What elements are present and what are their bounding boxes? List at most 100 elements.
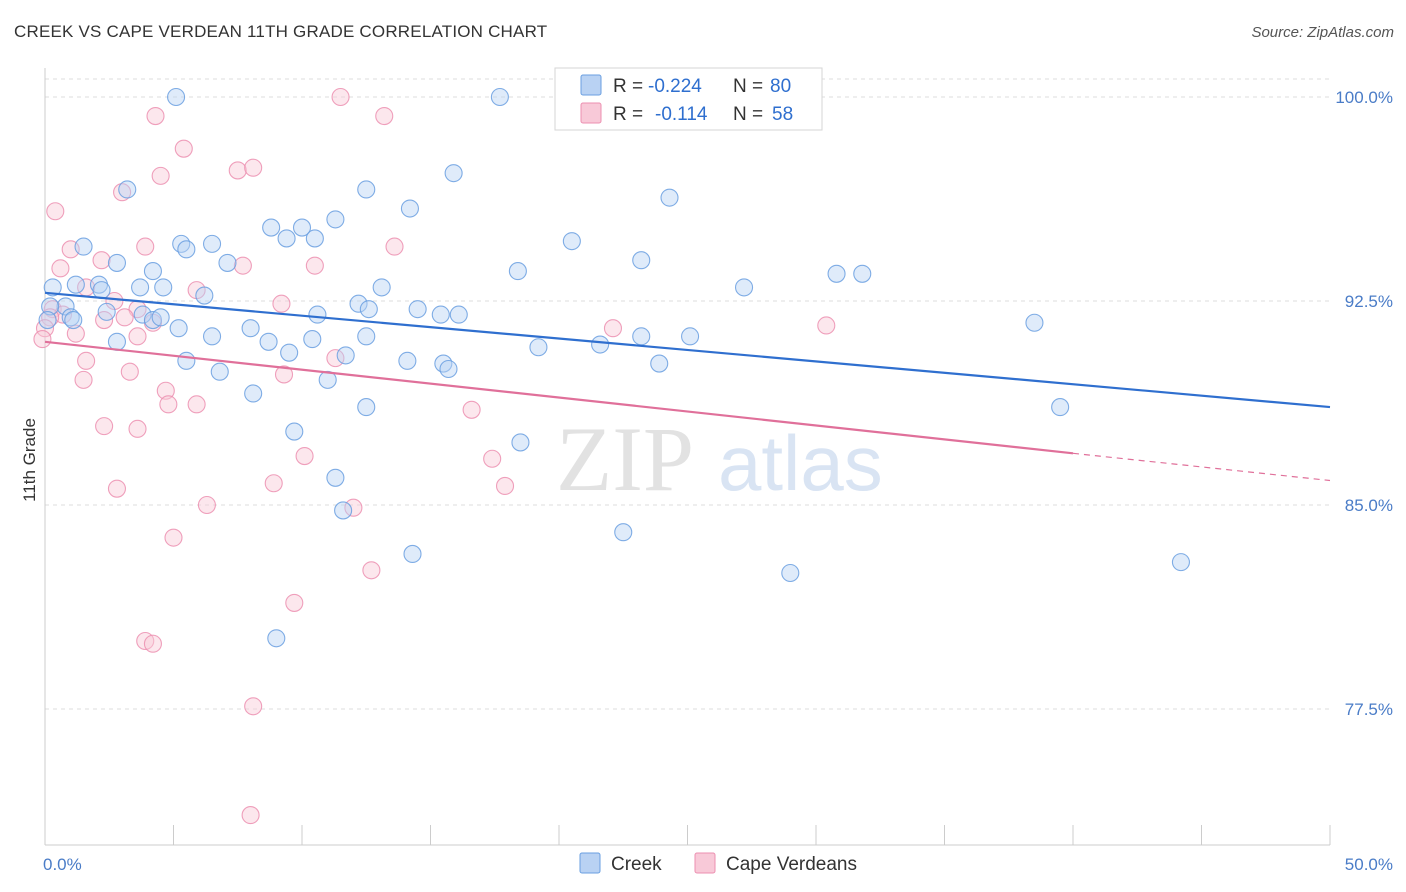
cape-verdeans-point-12 xyxy=(92,251,111,270)
creek-point-30 xyxy=(131,278,150,297)
cape-verdeans-point-0 xyxy=(331,87,350,107)
creek-point-25 xyxy=(43,278,62,297)
cape-verdeans-point-47 xyxy=(197,495,216,515)
creek-point-3 xyxy=(118,180,137,199)
creek-trend-line xyxy=(44,291,1331,409)
legend-r-value-cape-verdeans: -0.114 xyxy=(655,104,708,125)
creek-point-5 xyxy=(444,164,463,183)
cape-verdeans-point-4 xyxy=(151,166,170,185)
creek-point-45 xyxy=(97,302,116,321)
creek-points xyxy=(38,87,1190,648)
creek-point-38 xyxy=(431,305,450,324)
creek-point-48 xyxy=(151,308,170,327)
creek-point-37 xyxy=(408,300,427,319)
cape-verdeans-point-35 xyxy=(274,365,294,384)
cape-verdeans-point-42 xyxy=(295,446,314,466)
creek-point-35 xyxy=(359,300,378,319)
legend-r-label-cape-verdeans: R = xyxy=(613,104,643,125)
cape-verdeans-point-25 xyxy=(41,308,60,327)
cape-verdeans-point-14 xyxy=(305,256,324,275)
y-tick-label-3: 100.0% xyxy=(1335,88,1393,107)
creek-point-76 xyxy=(334,501,353,520)
x-tick-label-0: 0.0% xyxy=(43,855,82,874)
legend-n-value-creek: 80 xyxy=(770,76,791,97)
cape-verdeans-point-30 xyxy=(603,319,623,338)
creek-point-66 xyxy=(529,338,548,357)
creek-point-46 xyxy=(133,305,152,324)
cape-verdeans-point-51 xyxy=(285,593,304,612)
cape-verdeans-point-28 xyxy=(66,324,85,343)
chart-title: CREEK VS CAPE VERDEAN 11TH GRADE CORRELA… xyxy=(14,22,548,41)
creek-point-16 xyxy=(74,237,93,256)
creek-point-24 xyxy=(853,264,872,283)
cape-verdeans-point-49 xyxy=(164,528,183,547)
creek-point-57 xyxy=(107,332,127,351)
y-tick-label-0: 77.5% xyxy=(1345,700,1393,719)
cape-verdeans-trend-extension xyxy=(1072,452,1331,482)
creek-point-50 xyxy=(203,327,222,346)
creek-point-12 xyxy=(326,210,345,229)
cape-verdeans-point-50 xyxy=(362,561,381,580)
creek-point-8 xyxy=(262,218,281,237)
creek-point-33 xyxy=(308,305,327,324)
y-tick-label-1: 85.0% xyxy=(1345,496,1393,515)
creek-point-71 xyxy=(357,398,376,417)
cape-verdeans-point-36 xyxy=(156,381,175,400)
creek-point-69 xyxy=(244,384,263,403)
cape-verdeans-point-5 xyxy=(228,161,247,180)
cape-verdeans-point-3 xyxy=(174,139,193,158)
cape-verdeans-point-8 xyxy=(46,202,65,221)
creek-point-43 xyxy=(61,308,80,327)
bottom-legend-label-creek: Creek xyxy=(611,854,662,875)
creek-point-21 xyxy=(218,253,237,272)
legend-n-label-creek: N = xyxy=(733,76,763,97)
creek-point-26 xyxy=(56,297,75,316)
creek-point-61 xyxy=(280,343,299,362)
creek-point-14 xyxy=(562,232,581,251)
cape-verdeans-point-56 xyxy=(120,362,139,381)
creek-point-29 xyxy=(92,281,111,300)
cape-verdeans-point-6 xyxy=(244,158,263,177)
bottom-legend-label-cape-verdeans: Cape Verdeans xyxy=(726,854,857,875)
cape-verdeans-point-39 xyxy=(462,400,481,419)
legend-r-label-creek: R = xyxy=(613,76,643,97)
creek-point-62 xyxy=(336,346,355,365)
creek-point-81 xyxy=(267,629,286,648)
creek-point-0 xyxy=(167,87,186,107)
creek-point-79 xyxy=(781,563,800,583)
creek-point-31 xyxy=(154,278,173,297)
cape-verdeans-point-31 xyxy=(817,316,836,335)
bottom-legend-swatch-creek xyxy=(579,852,601,874)
creek-point-67 xyxy=(591,335,610,354)
creek-point-40 xyxy=(734,278,754,297)
trend-lines xyxy=(44,291,1331,482)
cape-verdeans-point-43 xyxy=(483,449,502,468)
creek-point-39 xyxy=(449,305,468,324)
cape-verdeans-point-38 xyxy=(187,395,206,414)
creek-point-75 xyxy=(326,468,345,487)
cape-verdeans-point-32 xyxy=(77,351,96,370)
cape-verdeans-point-53 xyxy=(143,634,162,653)
creek-point-74 xyxy=(1051,398,1070,417)
cape-verdeans-points xyxy=(33,87,836,825)
cape-verdeans-point-44 xyxy=(495,476,515,496)
creek-point-6 xyxy=(660,188,679,207)
source-label: Source: ZipAtlas.com xyxy=(1251,24,1394,41)
creek-point-55 xyxy=(681,327,700,346)
creek-point-78 xyxy=(614,523,633,542)
creek-point-20 xyxy=(177,240,196,259)
cape-verdeans-point-40 xyxy=(95,417,114,436)
creek-point-73 xyxy=(511,433,530,452)
cape-verdeans-point-21 xyxy=(272,294,291,313)
cape-verdeans-point-33 xyxy=(74,370,93,389)
cape-verdeans-point-11 xyxy=(385,237,404,256)
creek-point-58 xyxy=(177,351,196,370)
cape-verdeans-point-7 xyxy=(113,183,132,202)
legend-n-label-cape-verdeans: N = xyxy=(733,104,763,125)
creek-point-56 xyxy=(1025,313,1044,332)
creek-point-9 xyxy=(277,229,296,248)
y-tick-label-2: 92.5% xyxy=(1345,292,1393,311)
creek-point-77 xyxy=(403,544,422,564)
x-tick-label-1: 50.0% xyxy=(1345,855,1393,874)
cape-verdeans-point-55 xyxy=(241,806,260,825)
